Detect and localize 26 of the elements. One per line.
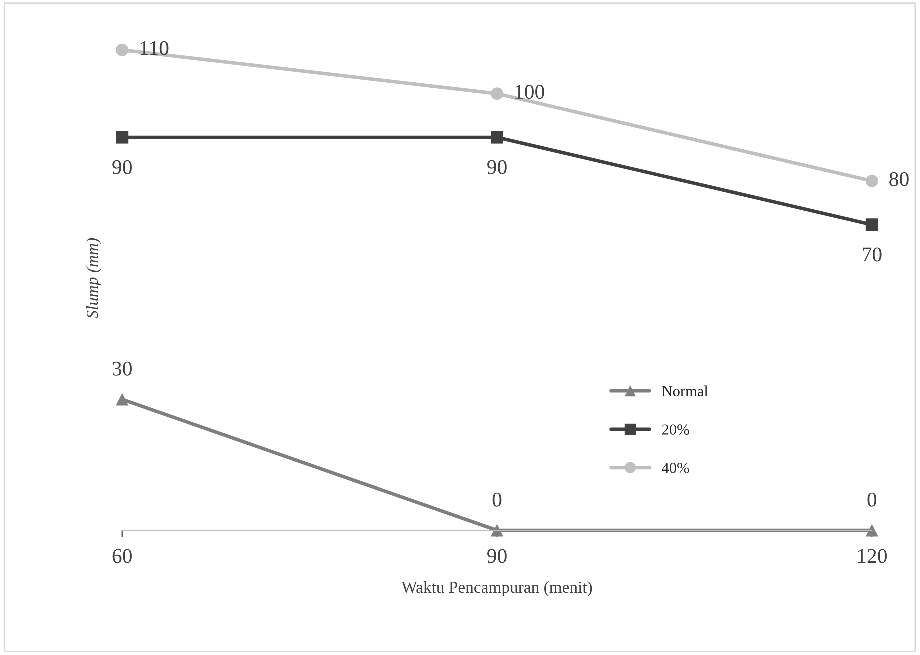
data-label: 90: [488, 160, 507, 174]
x-tick-label: 60: [112, 549, 132, 564]
data-label: 30: [112, 362, 132, 376]
y-axis-title: Slump (mm): [86, 238, 102, 319]
point: [866, 174, 878, 188]
point: [866, 218, 878, 232]
point: [491, 88, 504, 100]
data-label: 100: [516, 85, 544, 100]
x-axis-title: Waktu Pencampuran (menit): [402, 581, 592, 596]
point: [116, 393, 129, 406]
x-tick-label: 120: [858, 549, 887, 564]
point: [116, 131, 129, 144]
point: [866, 524, 878, 537]
data-label: 80: [890, 172, 909, 186]
legend-label: 20%: [662, 424, 690, 436]
data-label: 0: [868, 492, 877, 507]
legend-label: 40%: [662, 463, 690, 474]
point: [491, 131, 504, 144]
point: [491, 524, 504, 537]
data-label: 110: [140, 41, 169, 56]
legend-label: Normal: [662, 386, 708, 397]
data-label: 90: [112, 160, 132, 174]
data-label: 70: [863, 248, 882, 262]
data-label: 0: [492, 492, 502, 507]
point: [116, 44, 129, 56]
x-tick-label: 90: [488, 549, 507, 564]
